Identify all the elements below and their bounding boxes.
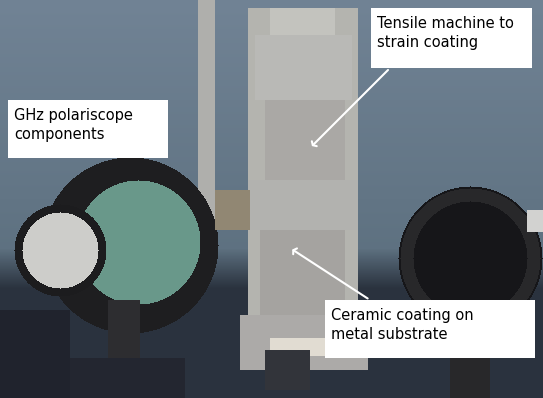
Bar <box>371 8 532 68</box>
Bar <box>325 300 535 358</box>
Bar <box>8 100 168 158</box>
Text: GHz polariscope
components: GHz polariscope components <box>14 108 133 142</box>
Text: Tensile machine to
strain coating: Tensile machine to strain coating <box>377 16 514 50</box>
Text: Ceramic coating on
metal substrate: Ceramic coating on metal substrate <box>331 308 473 341</box>
